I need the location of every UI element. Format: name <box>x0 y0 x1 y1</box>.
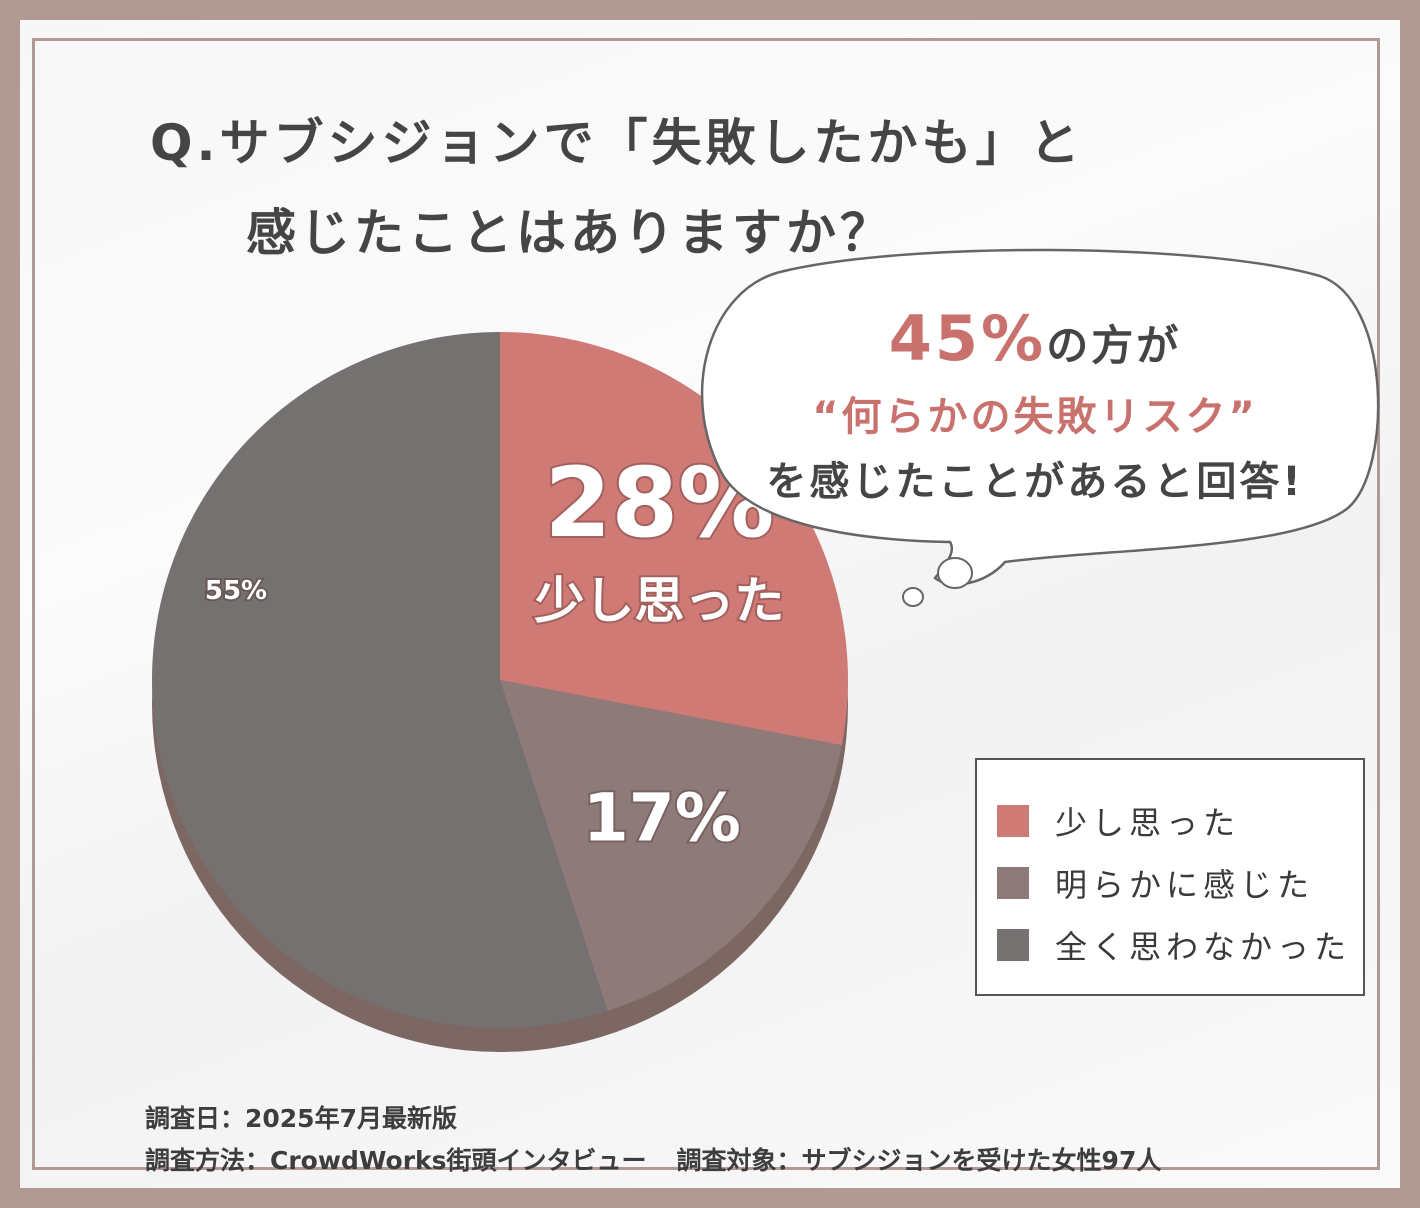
title-line-2: 感じたことはありますか？ <box>246 204 894 262</box>
chart-legend: 少し思った 明らかに感じた 全く思わなかった <box>975 758 1365 996</box>
legend-item: 少し思った <box>997 790 1363 852</box>
survey-target: 調査対象：サブシジョンを受けた女性97人 <box>676 1146 1162 1175</box>
survey-date: 調査日：2025年7月最新版 <box>145 1104 457 1133</box>
pie-value-label: 55% <box>205 576 267 606</box>
callout-line-2: “何らかの失敗リスク” <box>812 394 1258 440</box>
callout-highlight: 45% <box>888 302 1047 375</box>
legend-item: 明らかに感じた <box>997 852 1363 914</box>
pie-slice-name-label: 少し思った <box>534 572 784 630</box>
legend-label: 明らかに感じた <box>1055 866 1315 904</box>
speech-bubble-shape <box>700 248 1380 586</box>
legend-label: 全く思わなかった <box>1055 928 1352 966</box>
bubble-dot-large <box>937 557 973 589</box>
legend-swatch <box>997 805 1029 837</box>
legend-swatch <box>997 929 1029 961</box>
legend-swatch <box>997 867 1029 899</box>
pie-slice <box>500 332 848 746</box>
bubble-dot-small <box>902 587 924 607</box>
pie-value-label: 17% <box>583 780 741 857</box>
page-title: Q.サブシジョンで「失敗したかも」と 感じたことはありますか？ <box>150 98 1084 278</box>
pie-slice <box>500 680 842 1011</box>
infographic-card: Q.サブシジョンで「失敗したかも」と 感じたことはありますか？ 28% 少し思った… <box>20 20 1400 1188</box>
callout-text: 45%の方が “何らかの失敗リスク” を感じたことがあると回答! <box>720 300 1350 515</box>
decorative-frame <box>32 38 1380 1170</box>
callout-line-1: の方が <box>1046 321 1182 370</box>
legend-item: 全く思わなかった <box>997 914 1363 976</box>
pie-slice <box>151 332 608 1028</box>
speech-bubble <box>700 248 1380 607</box>
survey-footer: 調査日：2025年7月最新版 調査方法：CrowdWorks街頭インタビュー 調査… <box>145 1098 1161 1182</box>
callout-line-3: を感じたことがあると回答! <box>766 459 1304 505</box>
legend-label: 少し思った <box>1055 804 1241 842</box>
survey-method: 調査方法：CrowdWorks街頭インタビュー <box>145 1146 647 1175</box>
title-line-1: Q.サブシジョンで「失敗したかも」と <box>150 114 1084 172</box>
